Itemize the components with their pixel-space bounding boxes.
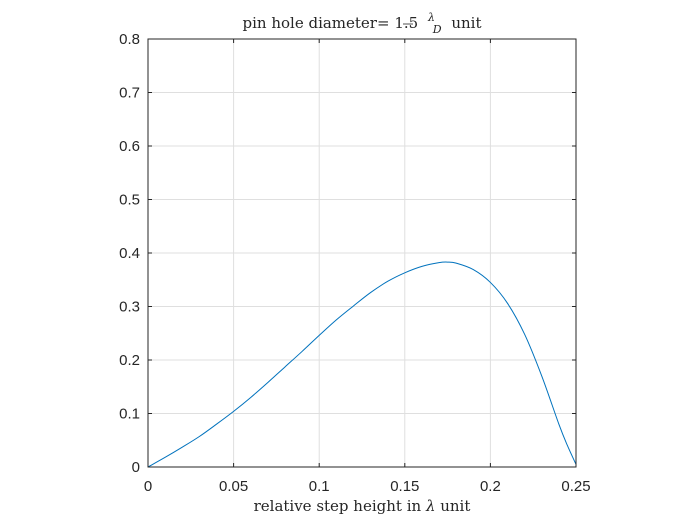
y-tick-label: 0.8 xyxy=(119,31,140,48)
x-tick-label: 0.25 xyxy=(561,478,590,495)
title-fraction-numerator: λ xyxy=(427,11,435,24)
x-tick-label: 0.05 xyxy=(219,478,248,495)
xlabel-suffix: unit xyxy=(440,497,470,515)
xlabel-symbol: λ xyxy=(425,497,436,515)
y-tick-label: 0.6 xyxy=(119,138,140,155)
title-prefix: pin hole diameter= 1.5 xyxy=(243,14,419,32)
y-tick-label: 0.1 xyxy=(119,406,140,423)
ticks xyxy=(147,38,577,468)
x-tick-label: 0.2 xyxy=(480,478,501,495)
y-tick-label: 0 xyxy=(132,459,140,476)
x-tick-label: 0.15 xyxy=(390,478,419,495)
title-suffix: unit xyxy=(451,14,481,32)
series-layer xyxy=(147,261,577,468)
x-tick-labels: 0 0.05 0.1 0.15 0.2 0.25 xyxy=(144,478,591,495)
y-tick-label: 0.3 xyxy=(119,299,140,316)
x-axis-label: relative step height in λ unit xyxy=(254,497,471,515)
y-tick-label: 0.7 xyxy=(119,85,140,102)
y-tick-label: 0.2 xyxy=(119,352,140,369)
title-fraction-denominator: D xyxy=(432,23,442,36)
y-tick-label: 0.4 xyxy=(119,245,140,262)
series-line-0 xyxy=(147,261,577,468)
xlabel-prefix: relative step height in xyxy=(254,497,422,515)
x-tick-label: 0.1 xyxy=(309,478,330,495)
chart-title: pin hole diameter= 1.5 λ D unit xyxy=(243,7,482,37)
y-tick-labels: 0 0.1 0.2 0.3 0.4 0.5 0.6 0.7 0.8 xyxy=(119,31,140,476)
y-tick-label: 0.5 xyxy=(119,192,140,209)
x-tick-label: 0 xyxy=(144,478,152,495)
